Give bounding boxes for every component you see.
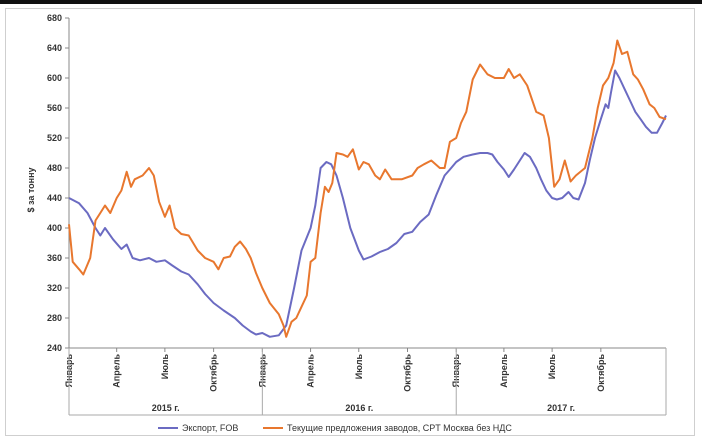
x-month-label: Апрель bbox=[112, 354, 122, 388]
x-axis-labels: Январь Апрель Июль Октябрь Январь Апрель Июль О… bbox=[64, 348, 667, 416]
y-tick-label: 560 bbox=[47, 103, 62, 113]
series-lines bbox=[68, 39, 667, 338]
y-tick-label: 600 bbox=[47, 73, 62, 83]
y-tick-label: 360 bbox=[47, 253, 62, 263]
x-month-label: Октябрь bbox=[402, 354, 412, 392]
x-month-label: Июль bbox=[354, 354, 364, 380]
x-month-label: Апрель bbox=[306, 354, 316, 388]
y-tick-label: 480 bbox=[47, 163, 62, 173]
y-tick-label: 400 bbox=[47, 223, 62, 233]
series-line-1 bbox=[68, 69, 667, 338]
x-month-label: Июль bbox=[547, 354, 557, 380]
series-line-2 bbox=[68, 39, 667, 338]
y-tick-label: 440 bbox=[47, 193, 62, 203]
legend-label-1: Экспорт, FOB bbox=[182, 423, 238, 433]
year-label: 2016 г. bbox=[345, 403, 373, 413]
y-tick-label: 320 bbox=[47, 283, 62, 293]
y-axis-label: $ за тонну bbox=[26, 167, 36, 212]
y-tick-label: 640 bbox=[47, 43, 62, 53]
y-tick-label: 280 bbox=[47, 313, 62, 323]
x-month-label: Апрель bbox=[499, 354, 509, 388]
x-month-label: Октябрь bbox=[596, 354, 606, 392]
top-border bbox=[0, 0, 702, 4]
y-tick-label: 240 bbox=[47, 343, 62, 353]
x-month-label: Июль bbox=[160, 354, 170, 380]
axes: 240 280 320 360 400 440 480 520 560 600 640 680 bbox=[47, 13, 666, 353]
x-month-label: Октябрь bbox=[209, 354, 219, 392]
legend-label-2: Текущие предложения заводов, CPT Москва … bbox=[287, 423, 512, 433]
year-label: 2017 г. bbox=[547, 403, 575, 413]
year-label: 2015 г. bbox=[152, 403, 180, 413]
legend: Экспорт, FOB Текущие предложения заводов,… bbox=[158, 423, 512, 433]
chart-frame bbox=[5, 8, 695, 436]
y-tick-label: 520 bbox=[47, 133, 62, 143]
y-tick-label: 680 bbox=[47, 13, 62, 23]
